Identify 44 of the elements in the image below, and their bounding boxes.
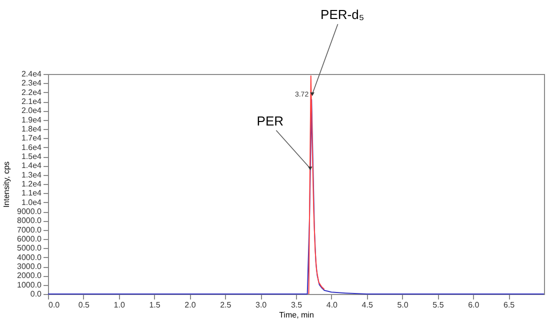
y-tick-label: 1.3e4 (21, 170, 42, 180)
x-tick-label: 6.5 (504, 300, 516, 310)
x-tick-label: 5.5 (432, 300, 444, 310)
x-tick-label: 2.5 (220, 300, 232, 310)
x-tick-label: 2.0 (184, 300, 196, 310)
x-tick-label: 3.5 (290, 300, 303, 310)
y-tick-label: 9000.0 (17, 207, 42, 216)
y-tick-label: 1.4e4 (21, 161, 42, 170)
y-tick-label: 7000.0 (17, 225, 42, 234)
y-tick-label: 1.1e4 (21, 188, 42, 198)
y-tick-label: 6000.0 (17, 234, 42, 244)
x-tick-label: 0.5 (78, 300, 90, 310)
y-tick-label: 4000.0 (17, 252, 42, 262)
annotation: PER-d₅ (320, 7, 364, 22)
y-axis-title: Intensity, cps (2, 161, 12, 208)
x-tick-label: 6.0 (468, 300, 480, 310)
x-tick-label: 4.0 (326, 300, 338, 310)
y-tick-label: 2.0e4 (21, 106, 42, 116)
x-tick-label: 1.0 (114, 300, 126, 310)
x-tick-label: 1.5 (149, 300, 161, 310)
annotation: PER (256, 113, 284, 128)
y-tick-label: 1.6e4 (21, 142, 42, 152)
y-tick-label: 1.9e4 (21, 115, 42, 124)
y-tick-label: 5000.0 (17, 244, 42, 253)
y-tick-label: 3000.0 (17, 262, 42, 271)
y-tick-label: 2.1e4 (21, 97, 42, 106)
y-tick-label: 1.2e4 (21, 180, 42, 188)
y-tick-label: 2.3e4 (21, 78, 42, 88)
x-tick-label: 4.5 (362, 300, 374, 310)
y-tick-label: 2000.0 (17, 271, 42, 280)
y-tick-label: 1.0e4 (21, 198, 42, 207)
x-tick-label: 0.0 (48, 300, 60, 310)
line-series (308, 75, 325, 294)
x-tick-label: 3.0 (256, 300, 268, 310)
y-tick-label: 1.7e4 (21, 134, 42, 143)
y-tick-label: 0.0 (30, 290, 42, 298)
y-tick-label: 1000.0 (17, 280, 42, 290)
y-tick-label: 2.2e4 (21, 88, 42, 97)
y-tick-label: 1.8e4 (21, 124, 42, 134)
y-tick-label: 1.5e4 (21, 152, 42, 161)
x-axis-title: Time, min (279, 310, 314, 320)
x-tick-label: 5.0 (397, 300, 409, 310)
y-tick-label: 8000.0 (17, 216, 42, 226)
y-tick-label: 2.4e4 (21, 70, 42, 78)
